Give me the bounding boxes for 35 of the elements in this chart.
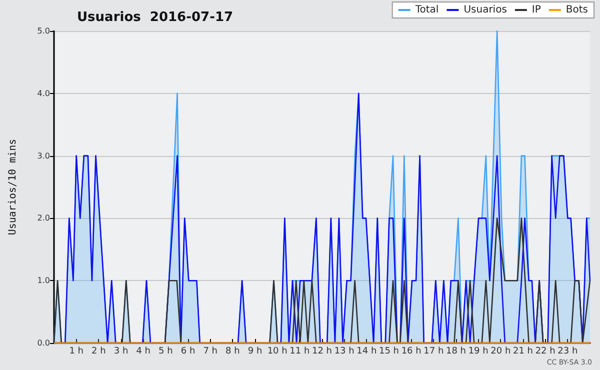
- y-tick-label: 5.0: [37, 26, 50, 36]
- x-tick-label: 9 h: [248, 346, 262, 356]
- x-tick-label: 12 h: [312, 346, 332, 356]
- legend-label: Bots: [566, 4, 588, 16]
- x-tick-label: 14 h: [356, 346, 377, 356]
- y-tick-label: 0.0: [37, 338, 50, 348]
- x-tick-label: 6 h: [180, 346, 196, 356]
- x-tick-label: 3 h: [114, 346, 128, 356]
- x-tick-label: 22 h: [535, 346, 556, 356]
- x-tick-label: 10 h: [267, 346, 288, 356]
- x-tick-label: 8 h: [226, 346, 240, 356]
- x-tick-label: 21 h: [512, 346, 534, 356]
- legend-label: Usuarios: [464, 4, 507, 16]
- x-tick-label: 5 h: [158, 346, 173, 356]
- x-tick-label: 20 h: [490, 346, 511, 356]
- x-tick-label: 2 h: [92, 346, 106, 356]
- y-tick-label: 2.0: [37, 214, 50, 223]
- x-tick-label: 1 h: [69, 346, 84, 356]
- x-tick-label: 17 h: [424, 346, 444, 356]
- x-tick-label: 18 h: [446, 346, 466, 356]
- y-tick-label: 1.0: [37, 276, 50, 286]
- x-tick-label: 4 h: [136, 346, 150, 356]
- x-tick-label: 7 h: [203, 346, 218, 356]
- y-tick-label: 4.0: [37, 88, 50, 98]
- y-axis-title: Usuarios/10 mins: [8, 138, 18, 236]
- y-tick-label: 3.0: [37, 151, 50, 160]
- x-tick-label: 16 h: [401, 346, 422, 356]
- x-tick-label: 19 h: [468, 346, 488, 356]
- legend-label: Total: [414, 4, 439, 16]
- x-tick-label: 15 h: [378, 346, 400, 356]
- x-tick-label: 23 h: [558, 346, 578, 356]
- legend-label: IP: [532, 4, 541, 16]
- x-tick-label: 11 h: [290, 346, 310, 356]
- x-tick-label: 13 h: [334, 346, 354, 356]
- chart-title: Usuarios 2016-07-17: [77, 10, 234, 25]
